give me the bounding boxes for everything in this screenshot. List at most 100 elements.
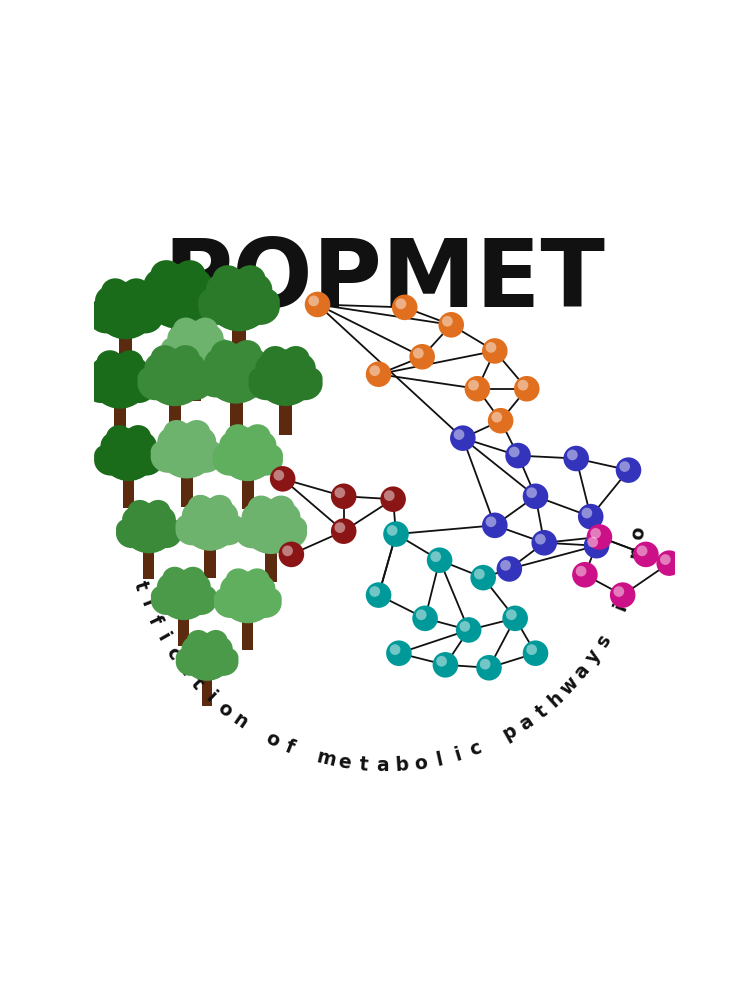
Ellipse shape [116,519,148,548]
Ellipse shape [272,516,308,548]
Ellipse shape [219,431,251,459]
Ellipse shape [251,288,280,315]
Ellipse shape [245,431,277,459]
Ellipse shape [218,269,259,307]
Text: i: i [136,597,157,610]
Circle shape [468,380,479,391]
Circle shape [563,446,589,471]
Ellipse shape [214,588,247,618]
Ellipse shape [101,309,150,338]
Ellipse shape [137,367,174,400]
Ellipse shape [173,346,217,373]
Ellipse shape [212,265,243,292]
Ellipse shape [167,324,198,352]
Ellipse shape [106,282,145,317]
Circle shape [523,640,548,666]
Ellipse shape [116,350,143,374]
Circle shape [523,483,548,509]
Ellipse shape [164,449,210,477]
Circle shape [334,487,345,498]
Ellipse shape [188,523,232,550]
Ellipse shape [242,502,274,532]
Ellipse shape [122,278,150,303]
Circle shape [430,551,441,562]
Ellipse shape [146,500,170,522]
Circle shape [610,582,635,608]
Ellipse shape [205,636,232,661]
Ellipse shape [230,571,265,603]
Bar [123,473,134,508]
Text: f: f [144,613,165,629]
Ellipse shape [213,444,237,467]
Ellipse shape [211,372,262,403]
Ellipse shape [211,515,244,545]
Ellipse shape [94,445,118,467]
Ellipse shape [172,345,200,370]
Circle shape [450,425,476,451]
Ellipse shape [248,525,295,553]
Ellipse shape [151,585,174,607]
Circle shape [476,655,502,681]
Bar [114,400,126,437]
Circle shape [633,542,658,567]
Text: f: f [283,737,297,758]
Ellipse shape [225,424,251,448]
Ellipse shape [193,498,227,530]
Circle shape [334,522,345,533]
Ellipse shape [262,346,289,371]
Ellipse shape [207,495,232,518]
Ellipse shape [248,496,274,520]
Text: b: b [394,755,409,775]
Circle shape [282,545,293,556]
Ellipse shape [136,284,166,312]
Circle shape [482,338,508,364]
Bar [169,397,182,436]
Ellipse shape [184,427,216,456]
Ellipse shape [163,567,187,589]
Ellipse shape [88,300,124,333]
Ellipse shape [214,588,238,609]
Text: a: a [376,756,389,775]
Ellipse shape [206,337,230,359]
Ellipse shape [172,352,206,383]
Ellipse shape [97,287,154,339]
Circle shape [470,565,496,590]
Ellipse shape [168,423,206,457]
Circle shape [369,586,380,597]
Ellipse shape [244,504,298,554]
Ellipse shape [268,502,301,532]
Circle shape [460,621,470,632]
Ellipse shape [101,354,138,387]
Ellipse shape [232,340,262,366]
Ellipse shape [213,444,247,476]
Ellipse shape [209,648,238,676]
Circle shape [590,528,601,539]
Ellipse shape [156,349,194,384]
Circle shape [496,556,522,582]
Circle shape [366,582,392,608]
Ellipse shape [146,270,210,329]
Text: h: h [544,688,567,711]
Circle shape [616,457,641,483]
Ellipse shape [122,506,152,533]
Ellipse shape [106,453,151,480]
Ellipse shape [173,318,199,341]
Circle shape [390,644,400,655]
Circle shape [395,298,406,309]
Ellipse shape [170,326,222,373]
Ellipse shape [116,519,140,540]
Ellipse shape [244,568,270,591]
Ellipse shape [187,630,210,651]
Text: t: t [187,674,207,693]
Ellipse shape [253,499,290,532]
Circle shape [482,513,508,538]
Ellipse shape [88,300,115,324]
Ellipse shape [296,367,322,391]
Ellipse shape [159,519,182,540]
Text: t: t [358,755,369,775]
Circle shape [442,316,453,327]
Bar [143,546,154,579]
Circle shape [614,586,624,597]
Ellipse shape [151,441,185,473]
Ellipse shape [94,445,128,476]
